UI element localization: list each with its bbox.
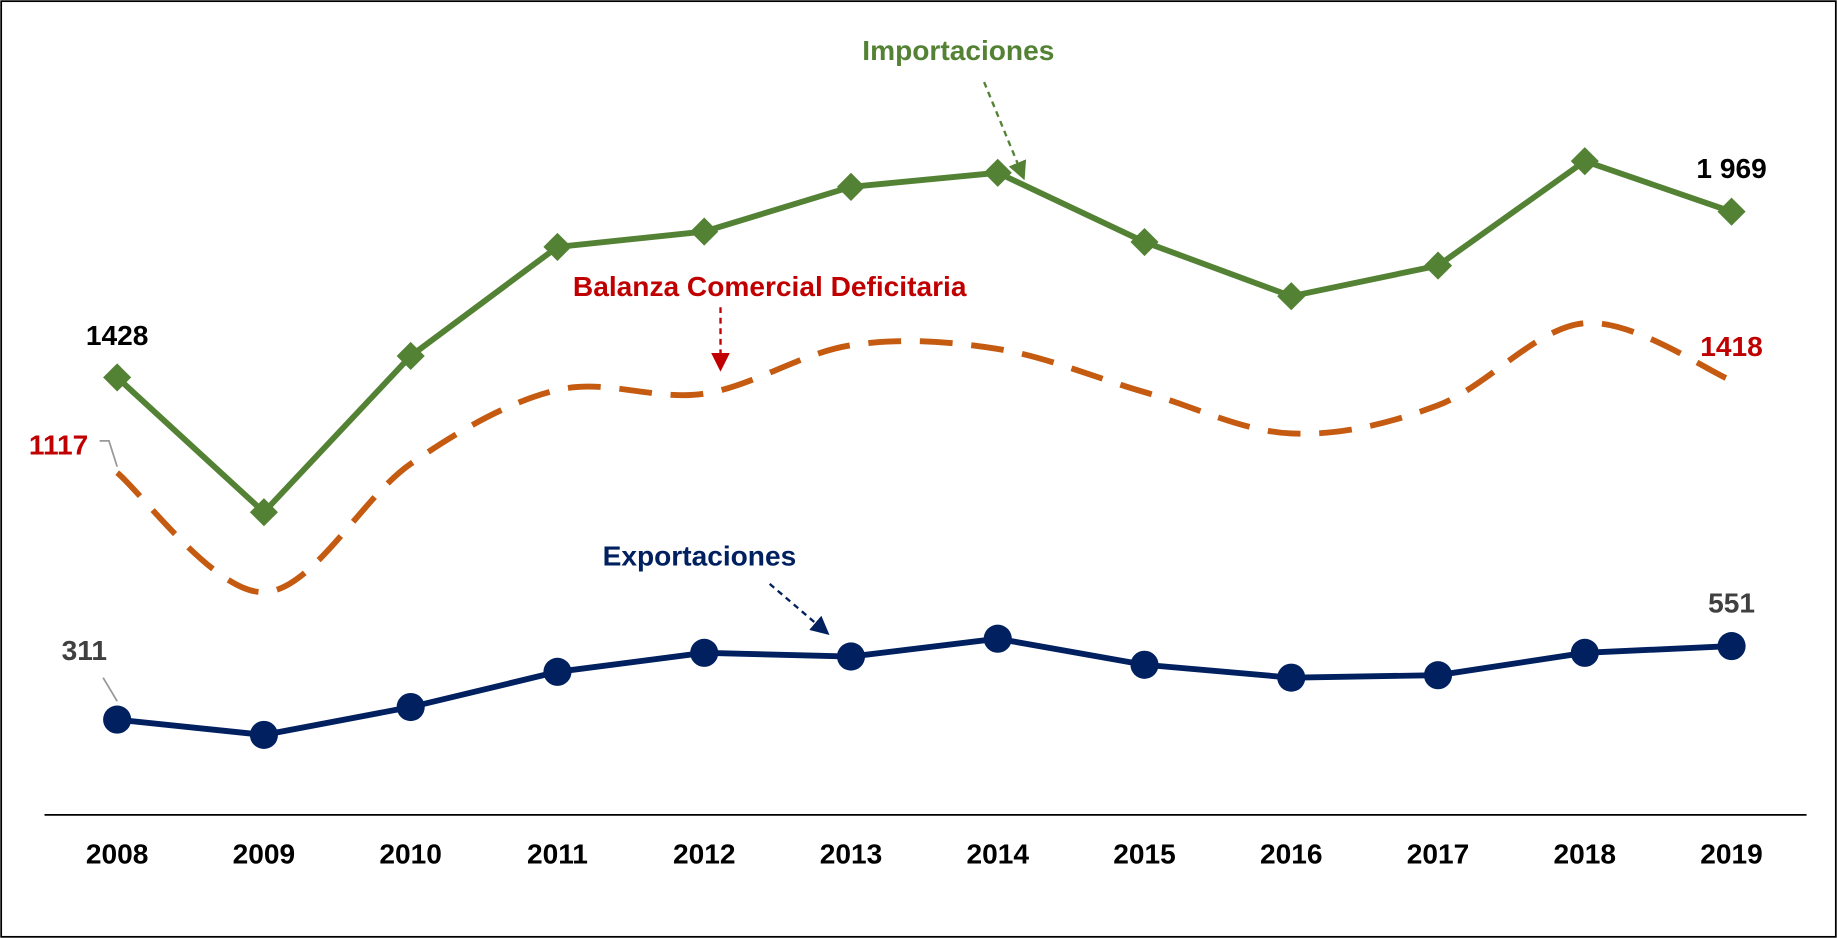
annotation-arrow [983, 81, 1027, 181]
point-marker [690, 638, 719, 667]
point-marker [1570, 638, 1599, 667]
x-tick-label: 2010 [379, 838, 442, 869]
leader-line [102, 677, 118, 702]
x-tick-label: 2015 [1113, 838, 1176, 869]
point-marker [543, 657, 572, 686]
x-tick-label: 2017 [1407, 838, 1470, 869]
x-tick-label: 2011 [527, 838, 588, 869]
data-label: 1418 [1700, 331, 1763, 362]
x-tick-label: 2019 [1700, 838, 1763, 869]
point-marker [396, 692, 425, 722]
point-marker [1130, 227, 1159, 257]
x-tick-label: 2014 [966, 838, 1029, 869]
point-marker [1423, 251, 1453, 280]
x-tick-label: 2009 [233, 838, 296, 869]
point-marker [249, 720, 278, 750]
leader-line [99, 439, 118, 467]
data-label: 1428 [86, 320, 149, 351]
data-label: 311 [62, 635, 107, 666]
series-name: Importaciones [862, 35, 1054, 66]
x-tick-label: 2016 [1260, 838, 1323, 869]
series-line [116, 635, 1732, 738]
point-marker [103, 705, 132, 734]
point-marker [983, 624, 1012, 653]
point-marker [836, 172, 866, 201]
point-marker [103, 363, 132, 392]
point-marker [1717, 632, 1746, 661]
point-marker [983, 158, 1012, 187]
point-marker [1570, 147, 1599, 176]
point-marker [1277, 663, 1306, 692]
data-label: 1 969 [1696, 153, 1766, 184]
x-tick-label: 2012 [673, 838, 736, 869]
x-tick-label: 2008 [86, 838, 149, 869]
series-line [115, 157, 1733, 517]
data-label: 1117 [29, 429, 88, 460]
point-marker [1130, 650, 1159, 679]
point-marker [690, 217, 719, 246]
x-tick-label: 2013 [820, 838, 883, 869]
series-name: Exportaciones [603, 541, 797, 572]
series-line [115, 320, 1733, 596]
point-marker [836, 642, 866, 671]
point-marker [1277, 282, 1306, 311]
data-label: 551 [1708, 587, 1755, 618]
series-name: Balanza Comercial Deficitaria [573, 271, 967, 302]
x-tick-label: 2018 [1554, 838, 1617, 869]
point-marker [249, 498, 278, 527]
annotation-arrow [768, 583, 830, 636]
point-marker [1423, 661, 1453, 690]
